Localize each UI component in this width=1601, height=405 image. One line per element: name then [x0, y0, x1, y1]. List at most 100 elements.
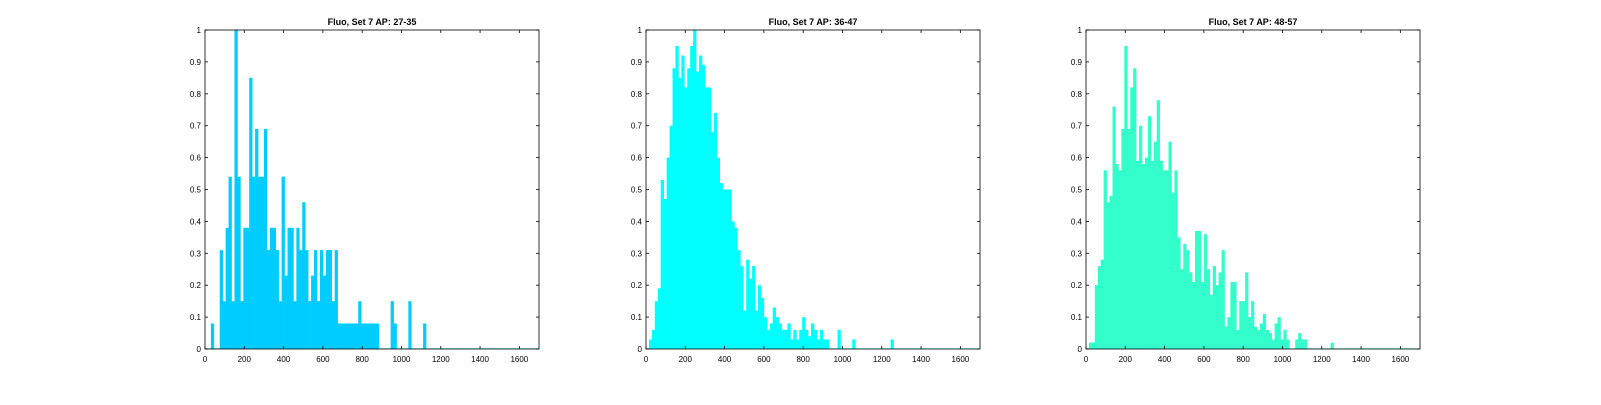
histogram-bar [349, 323, 353, 349]
histogram-bar [275, 250, 279, 349]
y-tick-label: 0.9 [190, 58, 202, 67]
histogram-bar [746, 259, 750, 349]
x-tick-label: 0 [1084, 355, 1089, 364]
histogram-bar [340, 323, 344, 349]
histogram-bar [1212, 266, 1216, 349]
histogram-panel-2: Fluo, Set 7 AP: 36-47 0 200 400 600 800 1000 12… [631, 0, 1041, 400]
histogram-bar [1218, 272, 1222, 349]
histogram-bar [687, 68, 691, 349]
y-tick-label: 0.6 [1071, 154, 1083, 163]
histogram-bar [1271, 339, 1275, 349]
histogram-bar [648, 339, 653, 349]
histogram-bar [1227, 317, 1231, 349]
histogram-bar [252, 176, 256, 349]
histogram-bar [1192, 282, 1196, 349]
histogram-bar [690, 45, 694, 349]
histogram-bar [1304, 339, 1308, 349]
histogram-bar [222, 301, 226, 349]
histogram-bar [769, 323, 774, 349]
histogram-svg: Fluo, Set 7 AP: 27-35 0 200 400 600 800 1000 12… [190, 17, 540, 364]
y-tick-label: 0.5 [1071, 186, 1083, 195]
histogram-bar [699, 55, 703, 350]
histogram-bar [740, 266, 744, 349]
x-tick-label: 1600 [510, 355, 528, 364]
histogram-bar [1091, 342, 1096, 349]
histogram-bar [757, 285, 762, 349]
histogram-bar [657, 288, 662, 349]
histogram-bar [1180, 269, 1184, 349]
histogram-bar [802, 317, 806, 349]
histogram-bar [1206, 269, 1211, 349]
histogram-bar [1153, 141, 1158, 349]
histogram-bar [660, 179, 664, 349]
histogram-bar [734, 227, 738, 349]
histogram-bar [805, 329, 809, 349]
histogram-bar [346, 323, 350, 349]
histogram-bar [811, 323, 815, 349]
histogram-bar [693, 30, 697, 349]
y-tick-label: 1 [638, 26, 643, 35]
x-tick-label: 1200 [432, 355, 450, 364]
histogram-bar [263, 128, 268, 349]
histogram-bar [1147, 116, 1152, 349]
histogram-bar [1259, 323, 1264, 349]
histogram-bar [1121, 128, 1125, 349]
y-tick-label: 0.3 [1071, 249, 1083, 258]
histogram-bar [787, 323, 791, 349]
histogram-bar [358, 301, 362, 349]
histogram-bar [1230, 282, 1234, 349]
x-tick-label: 800 [1236, 355, 1250, 364]
histogram-bar [749, 278, 753, 349]
histogram-bar [1103, 170, 1107, 349]
histogram-bar [1274, 323, 1278, 349]
histogram-bar [1177, 237, 1181, 349]
histogram-bar [752, 266, 756, 349]
histogram-bar [308, 301, 312, 349]
histogram-bar [766, 329, 771, 349]
histogram-bar [234, 30, 238, 349]
histogram-bar [325, 250, 330, 349]
x-tick-label: 400 [277, 355, 291, 364]
histogram-bar [258, 176, 262, 349]
histogram-bar [725, 189, 729, 349]
x-tick-label: 800 [355, 355, 369, 364]
y-tick-label: 0.1 [190, 313, 202, 322]
histogram-bar [1203, 234, 1208, 349]
histogram-bar [796, 339, 800, 349]
histogram-bar [1298, 333, 1302, 349]
histogram-bar [1106, 202, 1110, 349]
histogram-bar [228, 176, 232, 349]
histogram-bar [328, 250, 333, 349]
histogram-bar [352, 323, 356, 349]
histogram-bar [314, 250, 318, 349]
histogram-bar [707, 87, 712, 350]
histogram-bar [1268, 333, 1272, 349]
histogram-bar [1186, 250, 1190, 349]
histogram-bar [1280, 339, 1284, 349]
histogram-bar [1141, 163, 1146, 349]
histogram-bar [837, 329, 841, 349]
histogram-bar [293, 301, 297, 349]
histogram-bar [1283, 329, 1287, 349]
y-tick-label: 0.3 [631, 249, 643, 258]
histogram-bar [361, 323, 365, 349]
histogram-bar [210, 323, 215, 349]
histogram-bar [1109, 195, 1113, 349]
histogram-bar [822, 339, 827, 349]
y-tick-label: 0.8 [190, 90, 202, 99]
y-tick-label: 0.7 [631, 122, 643, 131]
y-tick-label: 0.7 [190, 122, 202, 131]
histogram-bar [1295, 339, 1299, 349]
histogram-bar [722, 189, 726, 349]
histogram-bar [1251, 301, 1255, 349]
x-tick-label: 0 [644, 355, 649, 364]
histogram-bar [890, 339, 894, 349]
histogram-bar [246, 227, 250, 349]
histogram-bar [299, 250, 303, 349]
x-tick-label: 400 [1158, 355, 1172, 364]
histogram-bar [1112, 106, 1116, 349]
histogram-bar [1100, 259, 1104, 349]
histogram-bar [799, 329, 803, 349]
histogram-bar [825, 339, 830, 349]
